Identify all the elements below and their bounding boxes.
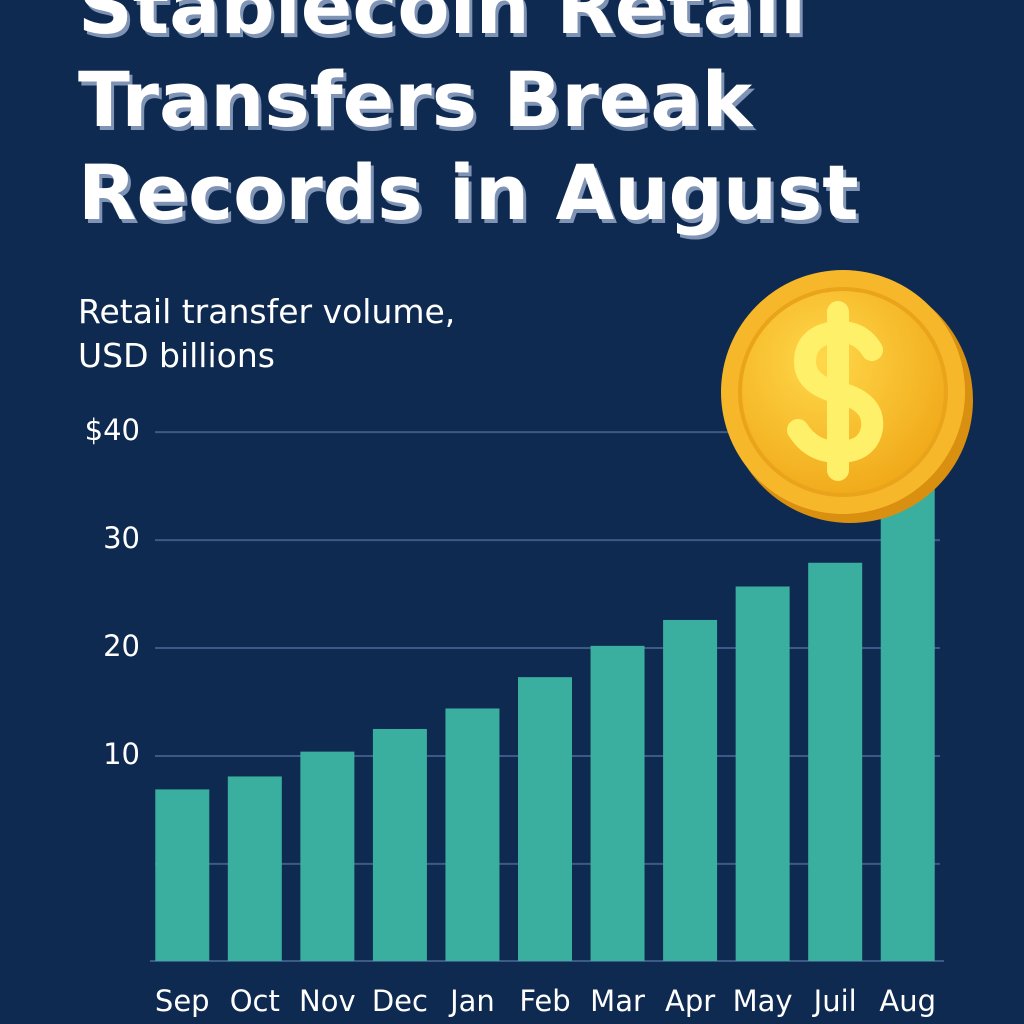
y-tick-label: 10 <box>103 737 140 771</box>
x-tick-label: Juil <box>812 984 857 1018</box>
x-tick-label: Feb <box>519 984 570 1018</box>
bar <box>880 453 935 961</box>
bar <box>590 645 645 961</box>
bar <box>300 751 355 961</box>
x-tick-label: Oct <box>230 984 280 1018</box>
dollar-sign <box>787 301 884 481</box>
y-tick-label: $40 <box>85 413 140 447</box>
plot-area: 10 20 30 $40 Sep Oct Nov Dec Jan Feb Mar Apr May Juil… <box>85 413 944 1018</box>
x-tick-label: Apr <box>665 984 715 1018</box>
bar <box>372 728 427 961</box>
bar <box>518 677 572 961</box>
x-tick-label: Mar <box>590 984 645 1018</box>
chart-title: Stablecoin Retail Transfers Break Record… <box>78 0 859 237</box>
y-tick-label: 30 <box>103 521 140 555</box>
bar <box>227 776 282 961</box>
chart-subtitle: Retail transfer volume, USD billions <box>78 292 456 375</box>
bar <box>735 586 790 961</box>
x-tick-label: Nov <box>299 984 356 1018</box>
bar <box>445 708 500 961</box>
x-tick-label: Jan <box>448 984 495 1018</box>
y-tick-label: 20 <box>103 629 140 663</box>
coin-icon <box>721 270 973 523</box>
bar <box>155 789 210 961</box>
bar <box>808 562 863 961</box>
x-tick-label: May <box>733 984 793 1018</box>
bar <box>663 619 718 961</box>
x-tick-label: Aug <box>879 984 936 1018</box>
x-tick-label: Dec <box>372 984 428 1018</box>
x-tick-label: Sep <box>155 984 210 1018</box>
